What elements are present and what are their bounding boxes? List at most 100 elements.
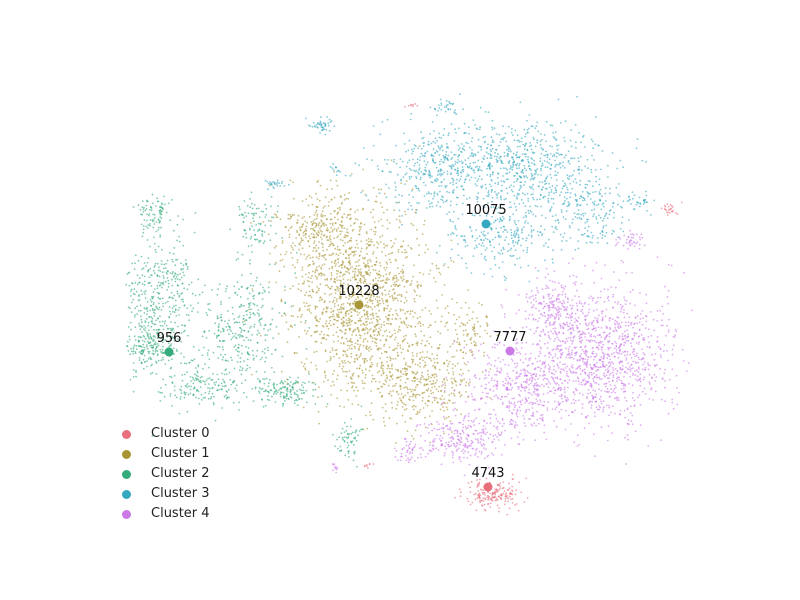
scatter-point [489,241,492,244]
scatter-point [524,143,527,146]
scatter-point [398,215,401,218]
scatter-point [590,404,593,407]
scatter-point [276,184,279,187]
scatter-point [361,380,364,382]
scatter-point [356,367,358,370]
scatter-point [466,313,469,316]
scatter-point [270,182,273,185]
scatter-point [544,217,547,219]
scatter-point [606,368,609,370]
scatter-point [621,335,624,338]
scatter-point [458,342,461,344]
scatter-point [496,176,499,179]
scatter-point [423,384,426,387]
scatter-point [579,155,582,158]
scatter-point [376,319,379,322]
scatter-point [626,372,628,374]
scatter-point [553,368,555,371]
scatter-point [384,403,387,405]
scatter-point [548,158,551,161]
scatter-point [509,148,511,151]
scatter-point [325,224,328,227]
scatter-point [581,348,584,351]
scatter-point [330,324,332,327]
scatter-point [462,372,464,375]
scatter-point [502,212,505,215]
scatter-point [335,253,338,256]
scatter-point [303,329,306,332]
scatter-point [619,228,622,230]
scatter-point [641,323,644,326]
scatter-point [438,154,440,156]
scatter-point [626,329,629,332]
scatter-point [594,363,596,366]
scatter-point [358,230,361,232]
scatter-point [616,380,618,382]
scatter-point [580,357,582,360]
scatter-point [372,251,375,253]
scatter-point [453,189,455,191]
scatter-point [424,166,427,169]
scatter-point [427,200,430,202]
scatter-point [609,363,612,365]
scatter-point [349,208,352,210]
scatter-point [418,167,421,170]
scatter-point [406,386,408,389]
scatter-point [555,139,557,141]
scatter-point [426,351,429,353]
scatter-point [317,257,320,260]
scatter-point [374,330,376,332]
scatter-point [518,164,521,167]
scatter-point [531,158,534,161]
scatter-point [463,132,466,135]
scatter-point [584,416,587,419]
scatter-point [451,156,454,159]
scatter-point [595,374,598,377]
scatter-point [314,271,316,274]
scatter-point [361,294,363,297]
scatter-point [502,175,504,177]
scatter-point [424,378,427,381]
scatter-point [365,283,368,286]
scatter-point [563,156,566,159]
scatter-point [280,300,283,303]
scatter-point [323,371,326,374]
scatter-point [317,179,319,182]
scatter-point [300,289,302,292]
scatter-point [418,159,421,162]
scatter-point [374,269,377,272]
scatter-point [492,206,495,208]
scatter-point [388,290,391,292]
scatter-point [584,183,587,186]
scatter-point [379,261,381,264]
scatter-point [384,293,387,296]
scatter-point [560,393,563,396]
scatter-point [667,331,670,333]
scatter-point [432,155,435,158]
scatter-point [325,325,328,328]
scatter-point [618,322,621,325]
scatter-point [321,312,324,314]
scatter-point [516,162,519,165]
scatter-point [480,178,483,181]
scatter-point [370,380,373,383]
scatter-point [429,358,432,360]
scatter-point [341,239,344,242]
scatter-point [504,279,507,282]
scatter-point [595,218,598,220]
scatter-point [576,95,579,98]
scatter-point [312,247,315,249]
scatter-point [281,180,284,183]
scatter-point [570,365,573,368]
scatter-point [581,357,584,360]
scatter-point [561,240,563,242]
scatter-point [565,372,568,375]
scatter-point [484,135,486,138]
scatter-point [476,332,479,335]
scatter-point [427,191,430,194]
scatter-point [554,330,556,333]
scatter-point [310,296,313,299]
scatter-point [346,302,349,304]
scatter-point [335,331,338,334]
scatter-point [515,223,517,226]
